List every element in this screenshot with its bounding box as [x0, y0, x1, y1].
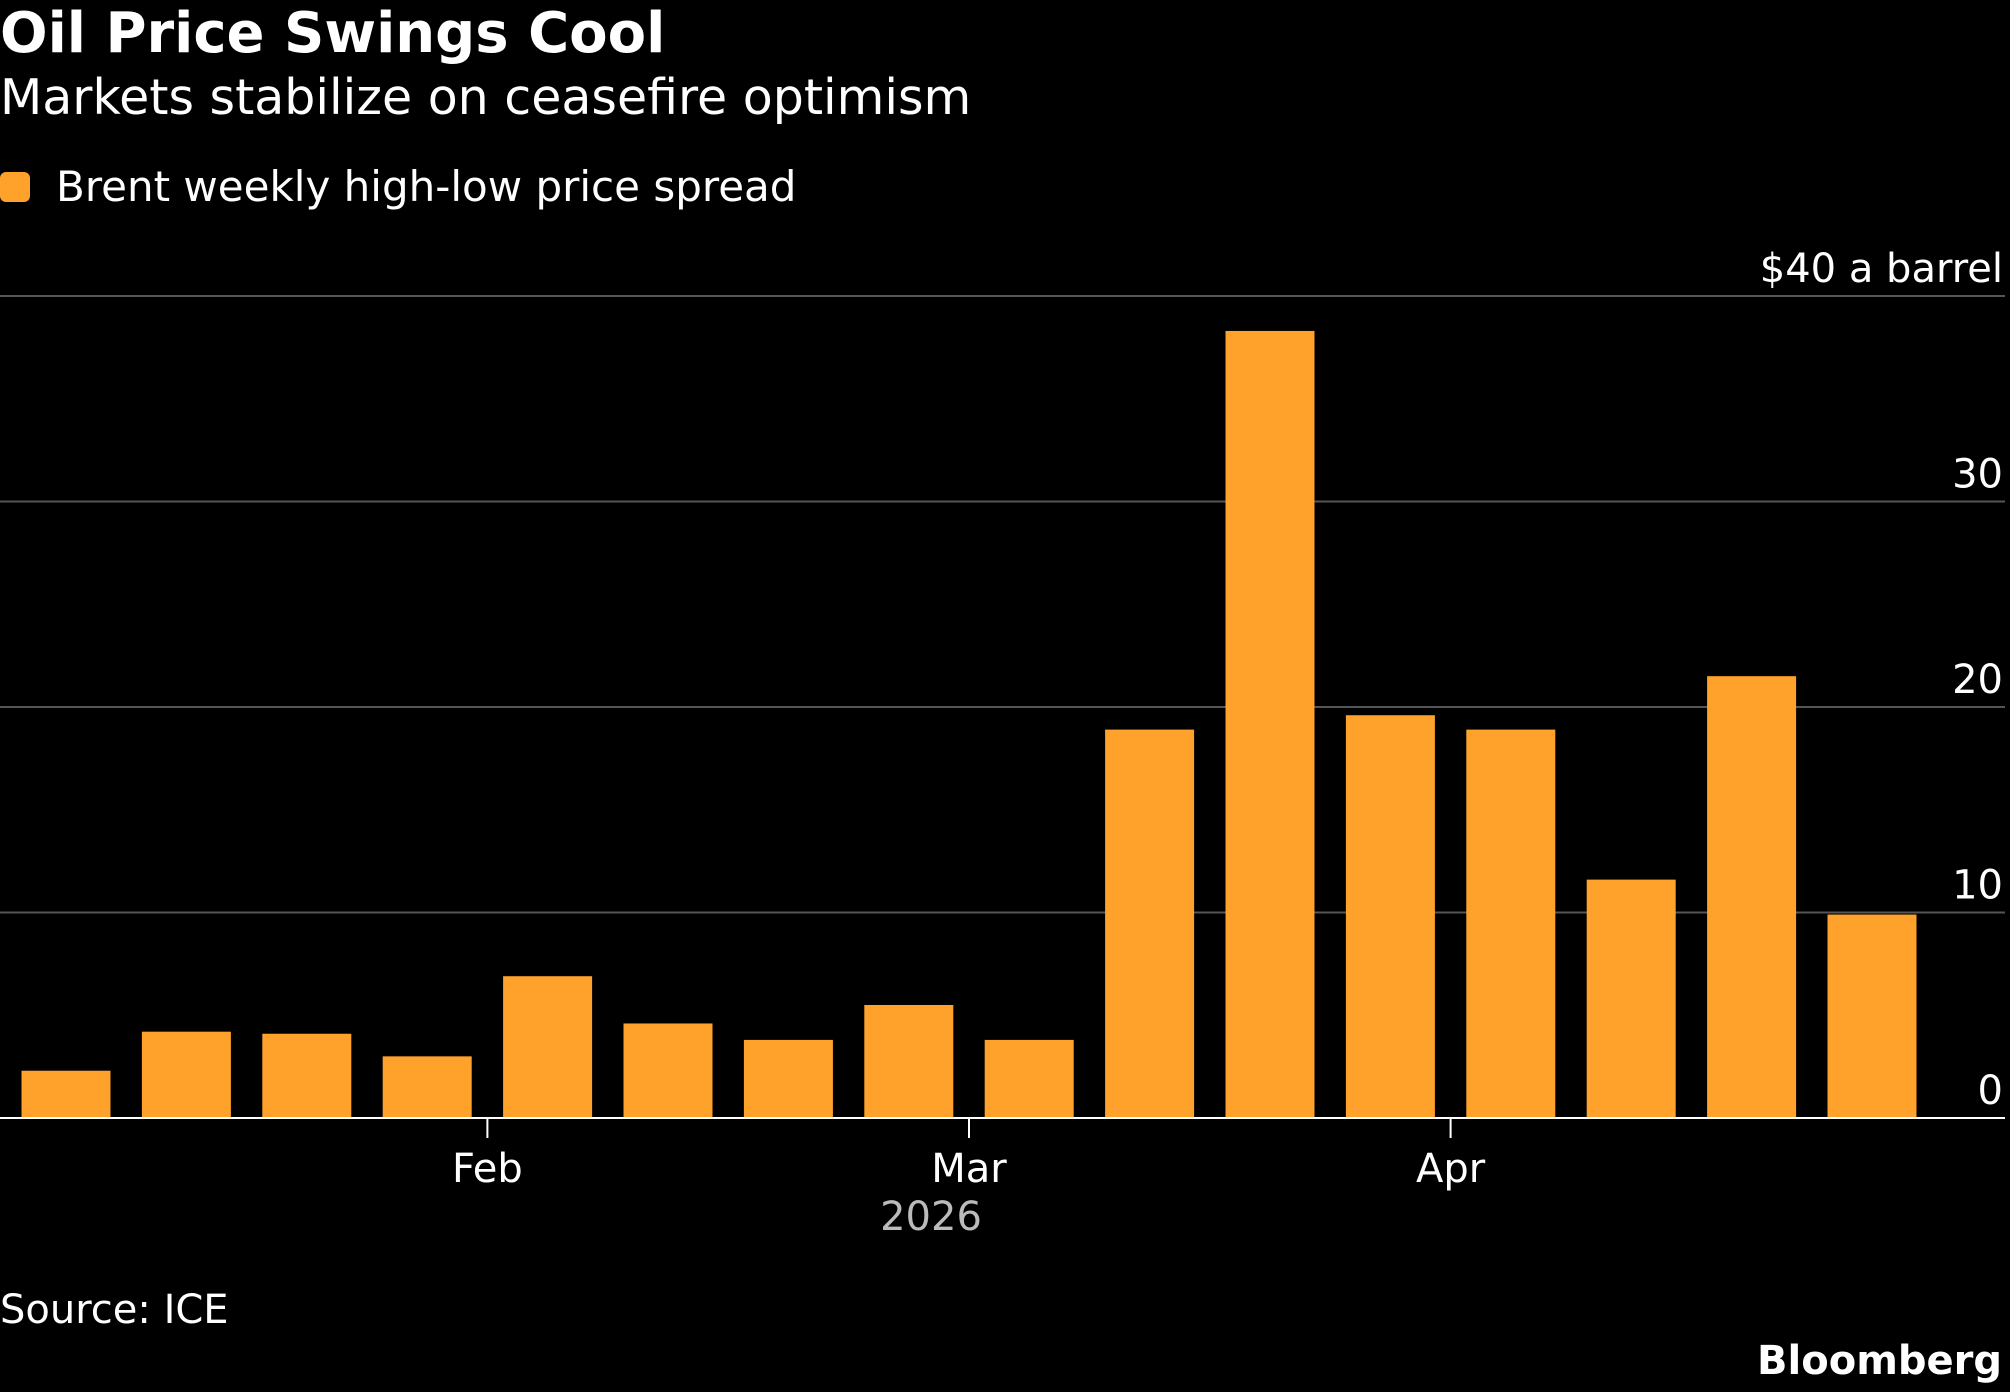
- bar-2: [262, 1033, 352, 1118]
- x-tick-label-mar: Mar: [931, 1146, 1007, 1192]
- bar-9: [1105, 729, 1195, 1118]
- bar-6: [743, 1039, 833, 1118]
- bar-1: [141, 1031, 231, 1118]
- x-tick-label-feb: Feb: [452, 1146, 523, 1192]
- legend-swatch: [0, 172, 30, 202]
- y-tick-label: 30: [1952, 452, 2003, 498]
- bar-10: [1225, 330, 1315, 1118]
- legend: Brent weekly high-low price spread: [0, 160, 796, 214]
- chart-subtitle: Markets stabilize on ceasefire optimism: [0, 69, 972, 126]
- y-tick-label: 10: [1952, 863, 2003, 909]
- y-tick-label: 0: [1978, 1068, 2003, 1114]
- bar-12: [1466, 729, 1556, 1118]
- bar-5: [623, 1023, 713, 1118]
- bar-0: [21, 1070, 111, 1118]
- bar-7: [864, 1004, 954, 1118]
- bar-14: [1707, 676, 1797, 1118]
- y-tick-label: $40 a barrel: [1760, 246, 2003, 292]
- bar-8: [984, 1039, 1074, 1118]
- bars: [21, 330, 1917, 1118]
- bar-11: [1345, 715, 1435, 1118]
- x-tick-label-apr: Apr: [1416, 1146, 1486, 1192]
- bar-15: [1827, 914, 1917, 1118]
- bar-4: [503, 976, 593, 1118]
- bar-3: [382, 1056, 472, 1118]
- x-year-label: 2026: [880, 1194, 982, 1240]
- legend-label: Brent weekly high-low price spread: [56, 162, 797, 211]
- tick-labels: 0 10 20 30 $40 a barrel Feb Mar Apr 2026: [452, 246, 2003, 1240]
- gridlines: [0, 295, 2005, 914]
- y-tick-label: 20: [1952, 657, 2003, 703]
- chart-title: Oil Price Swings Cool: [0, 1, 666, 66]
- source-note: Source: ICE: [0, 1287, 229, 1333]
- bar-13: [1586, 879, 1676, 1118]
- axes: [0, 1117, 2005, 1138]
- brand-logo: Bloomberg: [1757, 1338, 2002, 1384]
